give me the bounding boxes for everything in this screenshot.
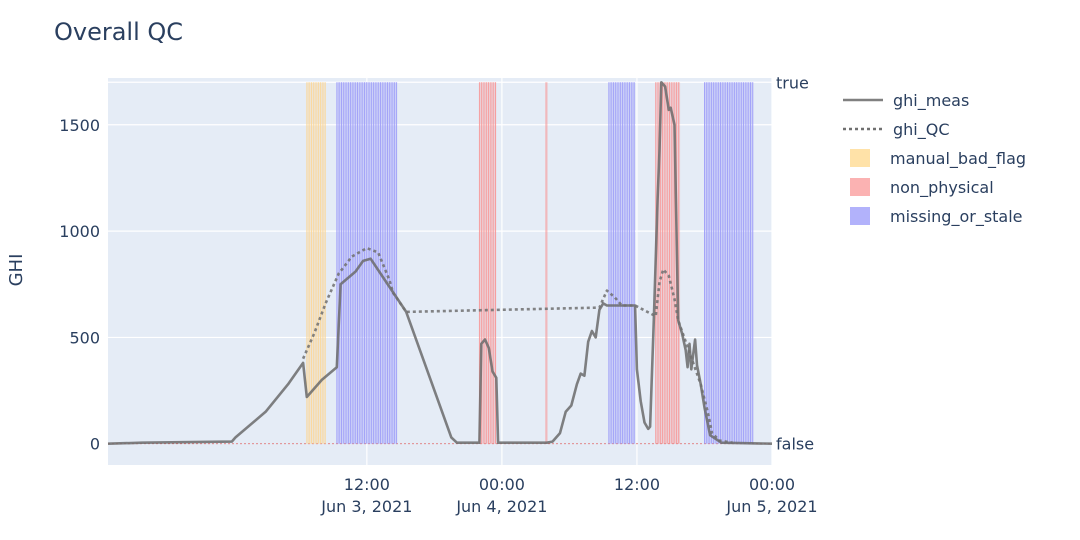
legend-label: non_physical <box>890 178 994 198</box>
x-tick-time: 00:00 <box>749 475 795 494</box>
x-axis-ticks: 12:00 Jun 3, 2021 00:00 Jun 4, 2021 12:00 00:… <box>320 475 817 516</box>
series-ghi-QC <box>301 246 733 444</box>
legend-item-missing-or-stale[interactable]: missing_or_stale <box>850 207 1023 227</box>
legend-swatch <box>850 207 870 225</box>
flag-bands <box>306 82 754 444</box>
x-tick-date: Jun 5, 2021 <box>725 497 817 516</box>
x-tick-time: 00:00 <box>479 475 525 494</box>
y-axis-title: GHI <box>6 254 27 287</box>
grid-lines <box>108 78 773 465</box>
legend-item-non-physical[interactable]: non_physical <box>850 178 994 198</box>
y2-tick-label: true <box>776 73 809 92</box>
flag-band-missing_or_stale <box>336 82 398 444</box>
y-tick-label: 0 <box>90 435 100 454</box>
y-tick-label: 1000 <box>59 222 100 241</box>
series-lines <box>107 81 773 445</box>
y-tick-label: 500 <box>69 328 100 347</box>
flag-band-non_physical <box>545 82 548 444</box>
y-axis-ticks: 0 500 1000 1500 <box>59 116 100 454</box>
legend-swatch <box>850 178 870 196</box>
x-tick-date: Jun 4, 2021 <box>455 497 547 516</box>
x-tick-date: Jun 3, 2021 <box>320 497 412 516</box>
x-tick-time: 12:00 <box>614 475 660 494</box>
legend-label: ghi_QC <box>893 120 950 140</box>
x-tick-time: 12:00 <box>344 475 390 494</box>
legend-item-manual-bad-flag[interactable]: manual_bad_flag <box>850 149 1026 169</box>
y2-axis-ticks: true false <box>776 73 814 453</box>
legend-label: ghi_meas <box>893 91 969 111</box>
legend-label: manual_bad_flag <box>890 149 1026 169</box>
flag-band-missing_or_stale <box>608 82 636 444</box>
legend-item-ghi-QC[interactable]: ghi_QC <box>843 120 950 140</box>
chart-title: Overall QC <box>54 18 183 46</box>
series-ghi-meas <box>107 81 773 445</box>
legend-swatch <box>850 149 870 167</box>
y-tick-label: 1500 <box>59 116 100 135</box>
flag-band-manual_bad_flag <box>306 82 326 444</box>
legend-label: missing_or_stale <box>890 207 1023 227</box>
y2-tick-label: false <box>776 435 814 454</box>
legend-item-ghi-meas[interactable]: ghi_meas <box>843 91 969 111</box>
flag-band-non_physical <box>478 82 497 444</box>
flag-band-missing_or_stale <box>704 82 754 444</box>
legend[interactable]: ghi_meas ghi_QC manual_bad_flag non_physica… <box>843 91 1026 227</box>
